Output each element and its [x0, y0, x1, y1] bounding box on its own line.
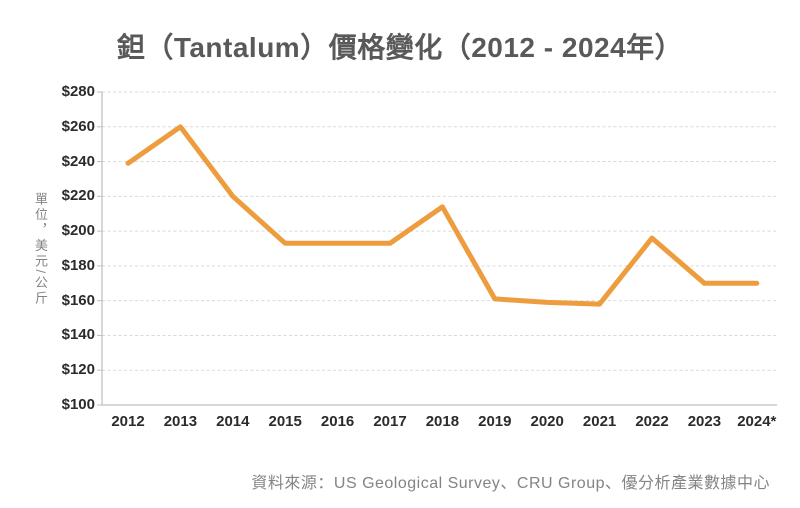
- x-axis-tick-label: 2015: [268, 413, 302, 430]
- y-axis-unit-label: 單位，美元/公斤: [33, 192, 48, 307]
- y-axis-tick-label: $220: [61, 187, 95, 205]
- x-axis-tick-label: 2022: [635, 413, 669, 430]
- price-line: [125, 124, 760, 307]
- x-axis-tick-label: 2017: [373, 413, 407, 430]
- y-axis-tick-label: $260: [61, 117, 95, 135]
- y-axis-tick-label: $200: [61, 222, 95, 240]
- x-axis-tick-label: 2016: [320, 413, 355, 430]
- chart-title: 鉭（Tantalum）價格變化（2012 - 2024年）: [116, 32, 684, 63]
- y-axis-tick-label: $100: [61, 396, 95, 413]
- x-axis-tick-label: 2019: [478, 413, 512, 430]
- y-axis-tick-label: $140: [61, 326, 95, 344]
- source-note: 資料來源：US Geological Survey、CRU Group、優分析產…: [251, 475, 770, 492]
- x-axis-tick-label: 2014: [216, 413, 250, 430]
- x-axis-tick-label: 2024*: [737, 413, 777, 430]
- x-axis-tick-label: 2020: [530, 413, 564, 430]
- x-axis-tick-label: 2023: [687, 413, 722, 430]
- x-axis-tick-label: 2013: [163, 413, 198, 430]
- x-axis-tick-label: 2012: [111, 413, 145, 430]
- y-axis-tick-label: $240: [61, 152, 95, 170]
- x-axis-tick-label: 2018: [425, 413, 460, 430]
- y-axis-tick-label: $280: [61, 83, 95, 100]
- y-axis-tick-label: $180: [61, 256, 95, 274]
- y-axis-tick-label: $160: [61, 291, 95, 309]
- y-axis-tick-label: $120: [61, 361, 95, 379]
- x-axis-tick-label: 2021: [582, 413, 617, 430]
